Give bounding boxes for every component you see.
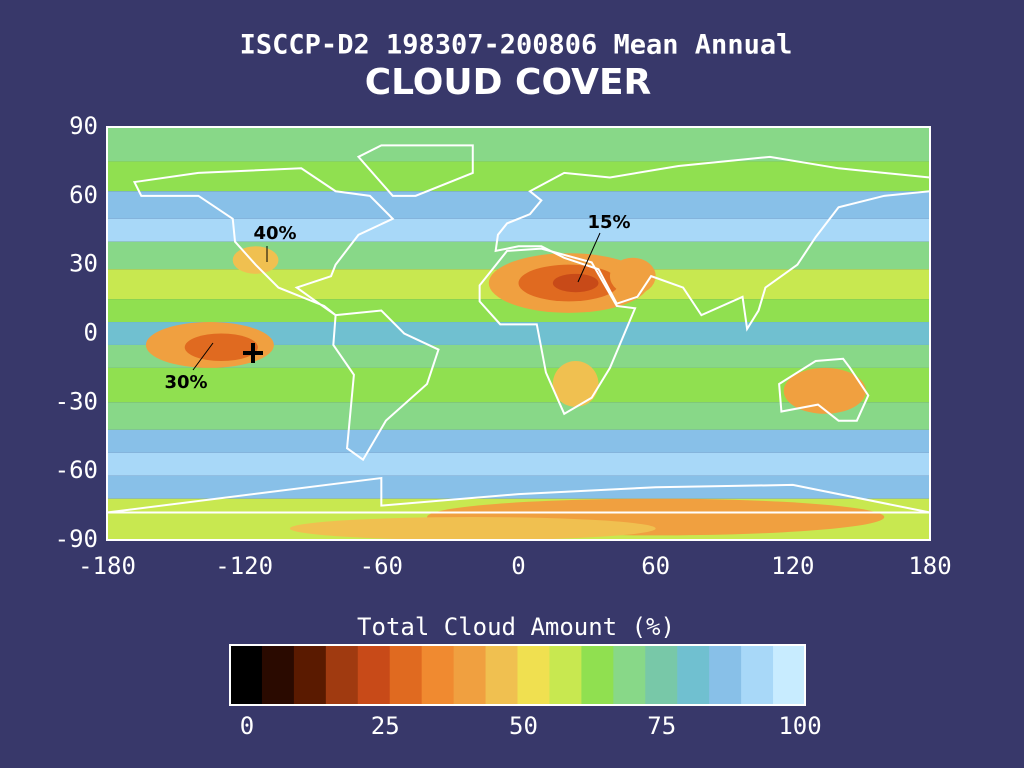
annotation-leader (192, 342, 214, 371)
x-tick-label: 180 (908, 552, 951, 580)
colorbar-swatch (581, 645, 614, 705)
annotation-leader (577, 232, 601, 283)
map (106, 126, 931, 541)
coastline (332, 309, 440, 462)
coastline (132, 167, 395, 316)
colorbar-swatch (773, 645, 806, 705)
map-band (107, 402, 930, 430)
colorbar-swatch (709, 645, 742, 705)
x-tick-label: -60 (360, 552, 403, 580)
y-tick-label: 0 (84, 319, 98, 347)
x-tick-label: 120 (771, 552, 814, 580)
colorbar-swatch (613, 645, 646, 705)
map-region (232, 246, 279, 274)
map-band (107, 452, 930, 476)
colorbar-swatch (549, 645, 582, 705)
y-tick-label: 90 (69, 112, 98, 140)
map-region (783, 367, 866, 414)
colorbar-tick-label: 100 (778, 712, 821, 740)
y-tick-label: -60 (55, 456, 98, 484)
subtitle: CLOUD COVER (365, 62, 652, 103)
colorbar-swatch (517, 645, 550, 705)
colorbar-swatch (230, 645, 263, 705)
colorbar-frame (229, 644, 806, 706)
map-region (609, 257, 656, 295)
colorbar-swatch (261, 645, 295, 705)
colorbar-label: Total Cloud Amount (%) (357, 613, 675, 641)
colorbar-tick-label: 0 (240, 712, 254, 740)
map-band (107, 475, 930, 499)
x-tick-label: -180 (78, 552, 136, 580)
map-frame (106, 126, 931, 541)
map-band (107, 127, 930, 162)
colorbar-swatch (421, 645, 455, 705)
cursor-shape (243, 343, 263, 363)
map-band (107, 161, 930, 192)
coastline (106, 476, 931, 514)
coastline (356, 144, 474, 197)
y-tick-label: 60 (69, 181, 98, 209)
colorbar-swatch (357, 645, 391, 705)
map-region (552, 273, 599, 293)
colorbar-swatch (645, 645, 678, 705)
colorbar-swatch (453, 645, 487, 705)
coastline (778, 357, 870, 422)
map-band (107, 191, 930, 219)
colorbar-tick-label: 75 (647, 712, 676, 740)
colorbar-swatch (389, 645, 423, 705)
cursor (243, 343, 263, 363)
x-tick-label: 0 (511, 552, 525, 580)
map-band (107, 344, 930, 368)
annotation: 40% (253, 223, 296, 244)
colorbar-swatch (325, 645, 359, 705)
map-band (107, 322, 930, 345)
annotation: 15% (587, 212, 630, 233)
colorbar-swatch (293, 645, 327, 705)
x-tick-label: -120 (215, 552, 273, 580)
map-band (107, 429, 930, 453)
colorbar-swatch (677, 645, 710, 705)
y-tick-label: 30 (69, 250, 98, 278)
y-tick-label: -30 (55, 387, 98, 415)
map-region (184, 333, 258, 362)
title: ISCCP-D2 198307-200806 Mean Annual (240, 30, 793, 61)
map-region (552, 361, 599, 407)
colorbar-tick-label: 50 (509, 712, 538, 740)
colorbar-swatch (741, 645, 774, 705)
map-band (107, 218, 930, 242)
y-tick-label: -90 (55, 525, 98, 553)
colorbar-swatch (485, 645, 518, 705)
map-region (289, 517, 656, 540)
colorbar-tick-label: 25 (371, 712, 400, 740)
x-tick-label: 60 (641, 552, 670, 580)
coastline (494, 155, 931, 332)
annotation: 30% (164, 372, 207, 393)
